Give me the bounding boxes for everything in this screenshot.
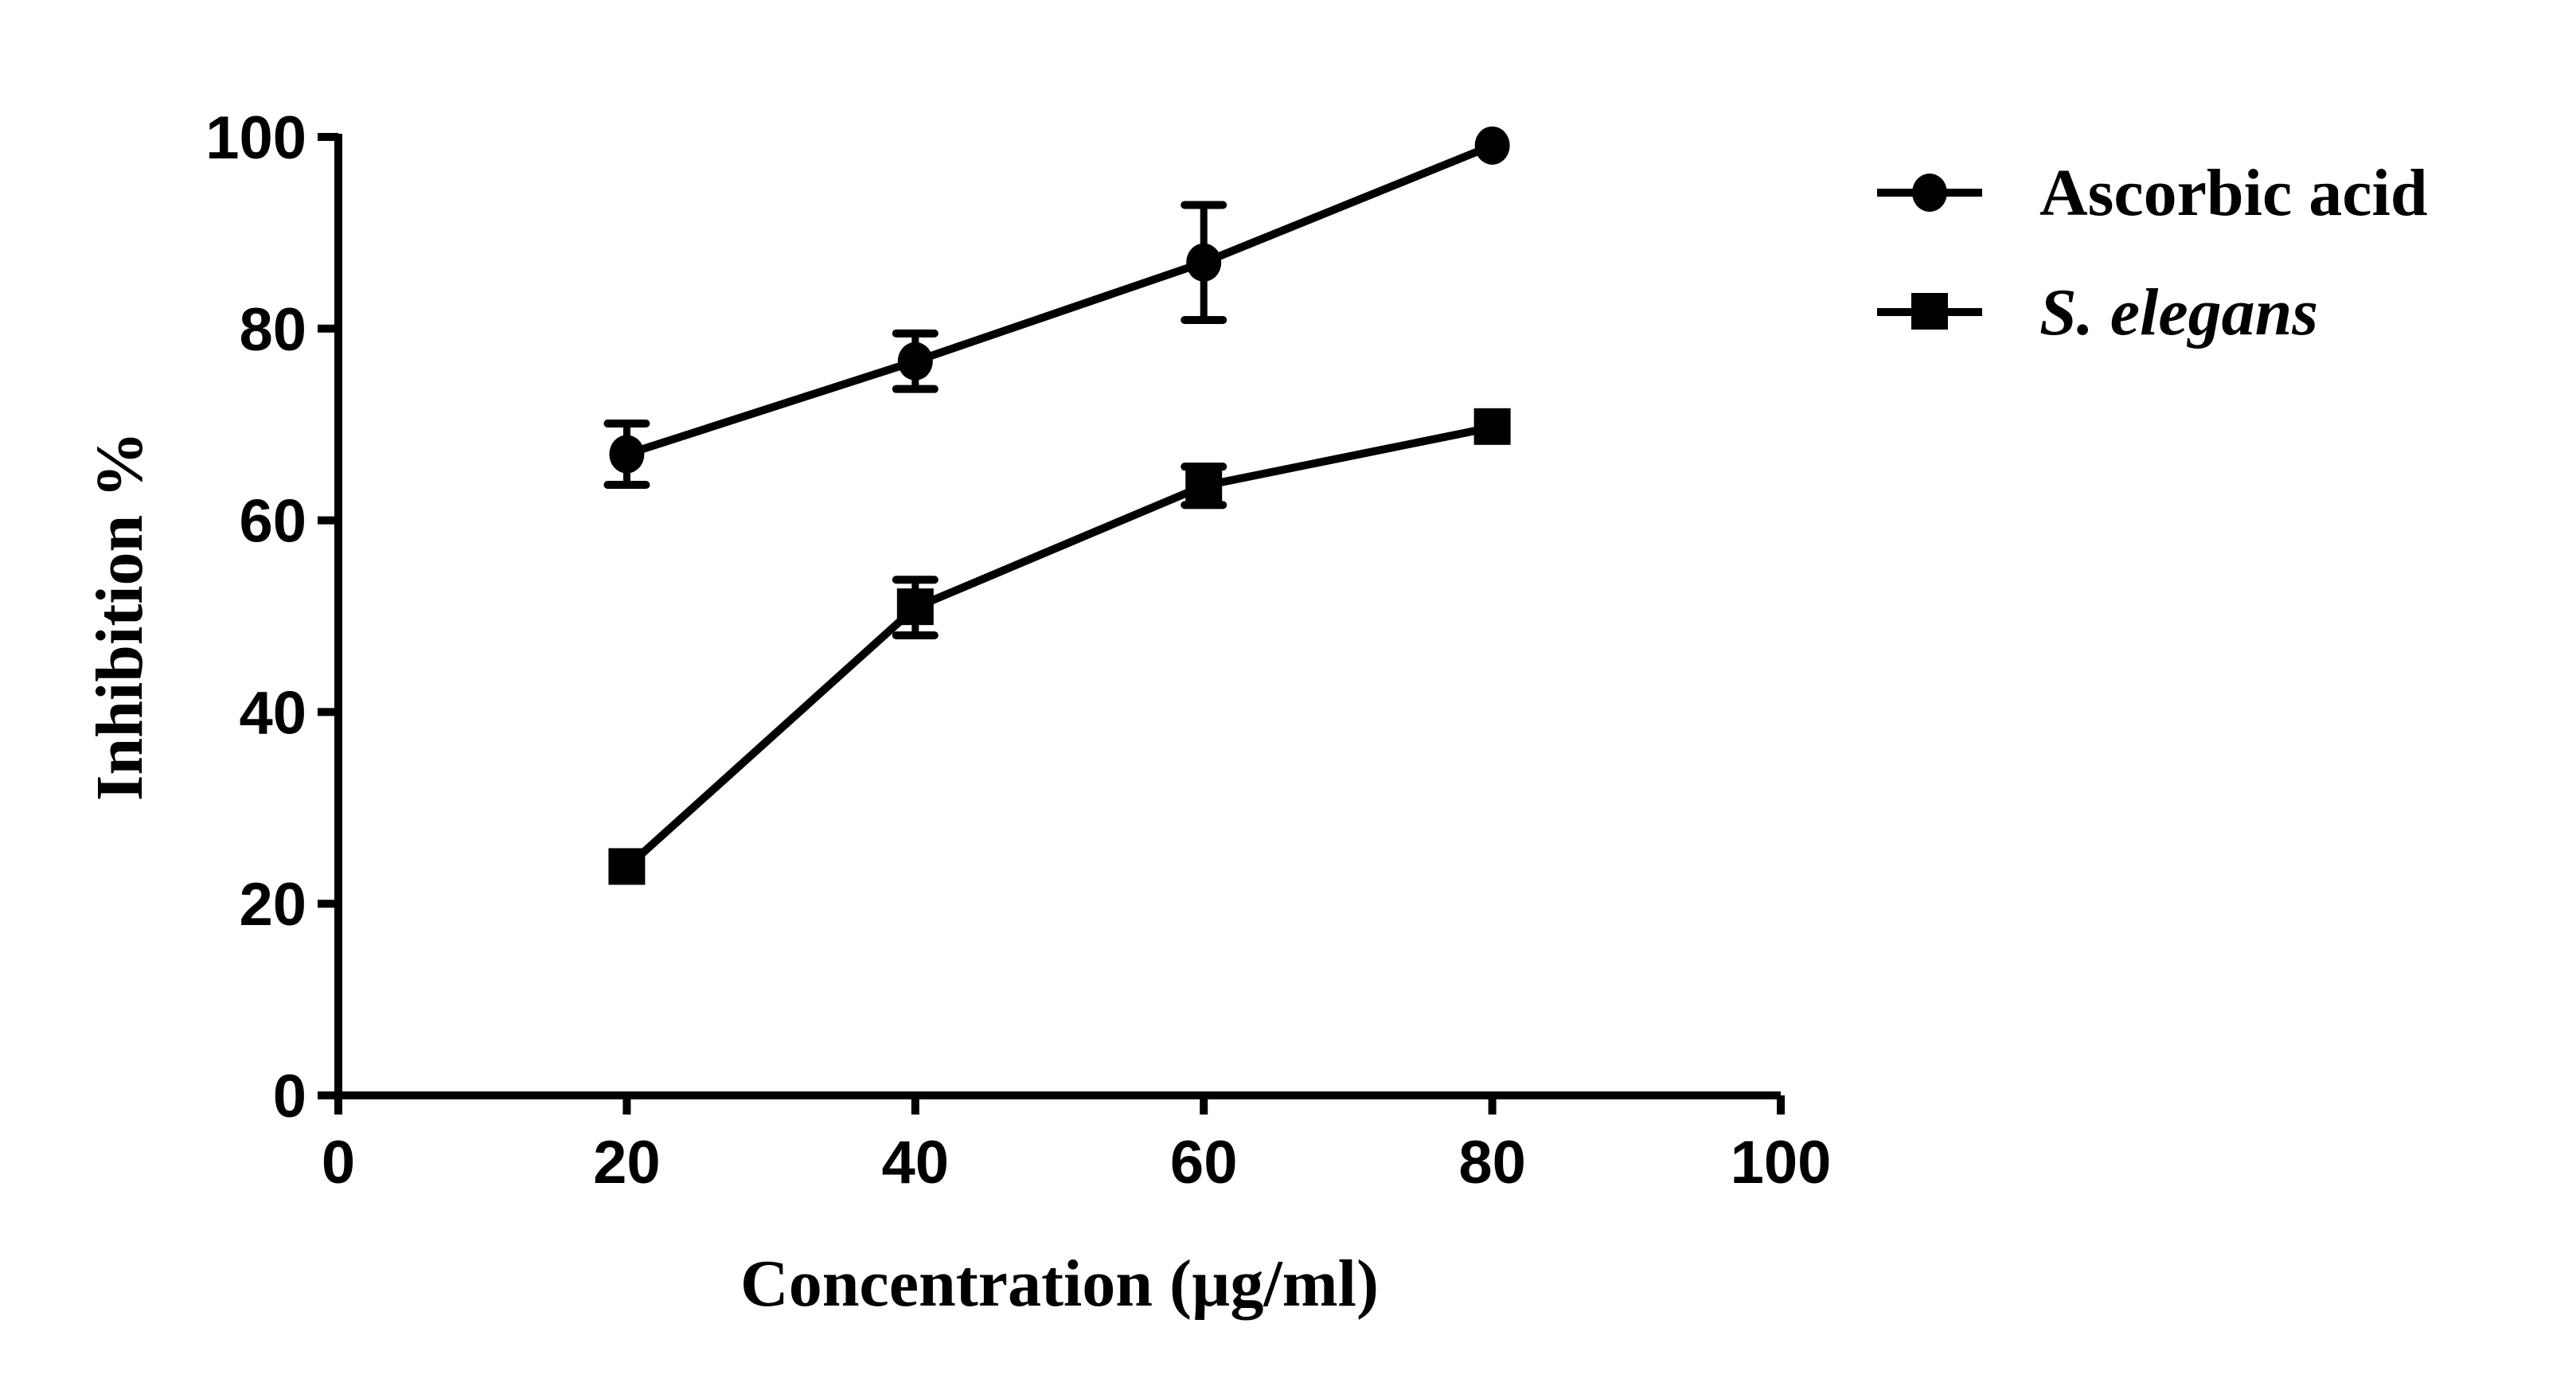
plot-area (603, 126, 1511, 885)
legend: Ascorbic acid S. elegans (1877, 156, 2428, 349)
legend-label: S. elegans (2039, 275, 2318, 349)
x-tick-label: 0 (322, 1129, 355, 1197)
y-tick-label: 40 (239, 679, 306, 747)
data-point (1474, 126, 1510, 165)
x-tick-label: 100 (1731, 1129, 1832, 1197)
y-tick-label: 20 (239, 871, 306, 939)
axes: 0 20 40 60 80 100 0 20 40 60 80 100 (205, 104, 1831, 1197)
series-ascorbic-acid (603, 126, 1510, 490)
y-tick-label: 80 (239, 296, 306, 364)
legend-label: Ascorbic acid (2039, 156, 2428, 230)
data-point (897, 342, 933, 381)
series-s-elegans (608, 408, 1511, 885)
x-axis-title: Concentration (µg/ml) (740, 1247, 1379, 1321)
y-tick-label: 100 (205, 104, 306, 172)
data-point (1186, 243, 1222, 282)
x-tick-label: 20 (593, 1129, 661, 1197)
x-tick-label: 60 (1170, 1129, 1238, 1197)
data-point (896, 588, 934, 626)
series-line (624, 423, 1493, 871)
y-tick-label: 0 (273, 1063, 306, 1130)
x-tick-label: 40 (882, 1129, 950, 1197)
legend-marker (1912, 174, 1947, 212)
data-point (609, 435, 645, 474)
legend-marker (1911, 293, 1948, 330)
data-point (1185, 467, 1223, 504)
x-tick-label: 80 (1458, 1129, 1526, 1197)
y-axis-title: Inhibition % (83, 431, 157, 802)
data-point (608, 848, 646, 885)
y-tick-label: 60 (239, 488, 306, 556)
data-point (1473, 408, 1511, 445)
series-line (625, 142, 1494, 459)
